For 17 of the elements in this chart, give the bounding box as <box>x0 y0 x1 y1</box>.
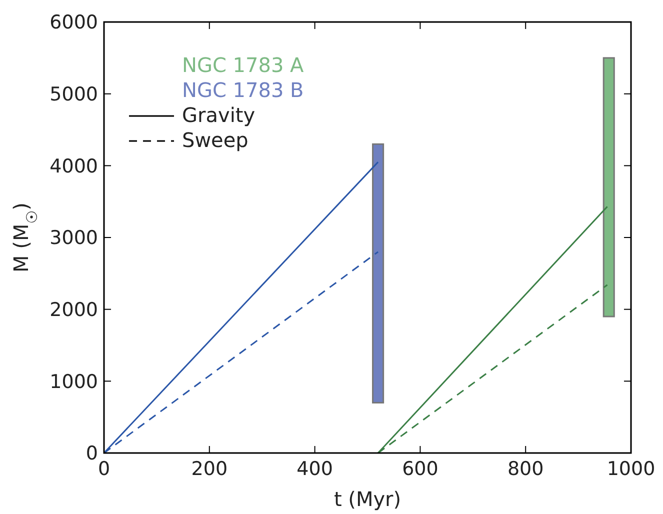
x-tick-label: 800 <box>507 458 544 480</box>
y-tick-label: 4000 <box>50 155 98 178</box>
x-tick-label: 200 <box>191 458 228 480</box>
x-tick-label: 400 <box>296 458 333 480</box>
annotation: Sweep <box>182 128 248 152</box>
text: NGC 1783 A <box>182 53 304 77</box>
x-tick-label: 1000 <box>606 458 656 480</box>
y-tick-label: 3000 <box>50 227 98 250</box>
y-tick-label: 5000 <box>50 83 98 106</box>
annotation: Gravity <box>182 103 256 127</box>
y-tick-label: 1000 <box>50 370 98 393</box>
x-tick-label: 600 <box>402 458 438 480</box>
y-tick-label: 6000 <box>50 12 98 34</box>
y-tick-label: 0 <box>86 442 98 465</box>
x-axis-title: t (Myr) <box>334 487 402 511</box>
text: NGC 1783 B <box>182 78 304 102</box>
y-tick-label: 2000 <box>50 298 98 321</box>
